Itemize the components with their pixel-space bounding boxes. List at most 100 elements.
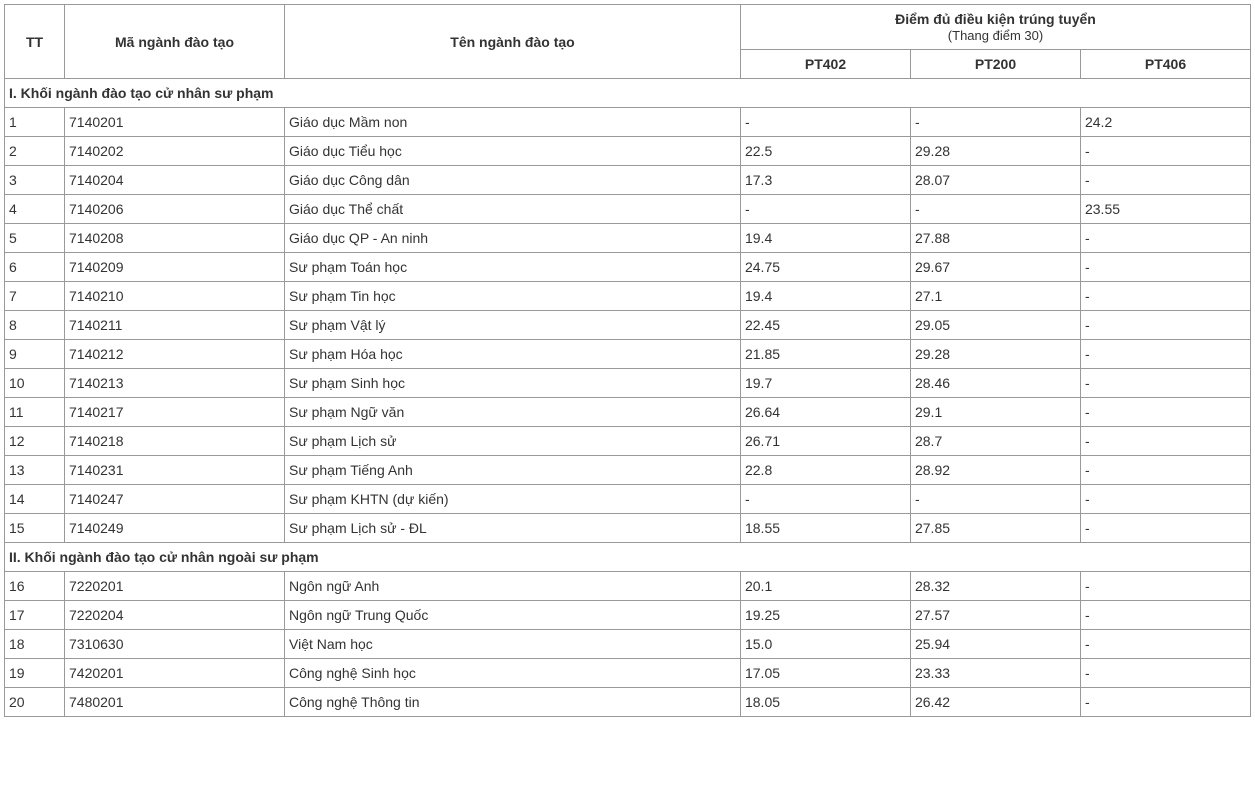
cell-pt200: - [910, 485, 1080, 514]
section-title: II. Khối ngành đào tạo cử nhân ngoài sư … [5, 543, 1251, 572]
cell-code: 7140213 [65, 369, 285, 398]
cell-code: 7140206 [65, 195, 285, 224]
cell-pt402: 18.05 [740, 688, 910, 717]
cell-name: Sư phạm Tin học [285, 282, 741, 311]
cell-tt: 8 [5, 311, 65, 340]
table-row: 117140217Sư phạm Ngữ văn26.6429.1- [5, 398, 1251, 427]
cell-code: 7140204 [65, 166, 285, 195]
cell-pt406: - [1080, 253, 1250, 282]
cell-tt: 15 [5, 514, 65, 543]
cell-pt200: 28.92 [910, 456, 1080, 485]
cell-pt406: - [1080, 311, 1250, 340]
cell-pt402: 15.0 [740, 630, 910, 659]
cell-pt402: 21.85 [740, 340, 910, 369]
cell-name: Sư phạm Toán học [285, 253, 741, 282]
cell-tt: 13 [5, 456, 65, 485]
cell-pt402: 22.5 [740, 137, 910, 166]
table-row: 47140206Giáo dục Thể chất--23.55 [5, 195, 1251, 224]
cell-name: Công nghệ Sinh học [285, 659, 741, 688]
cell-pt200: 29.28 [910, 137, 1080, 166]
cell-pt402: 22.8 [740, 456, 910, 485]
cell-pt406: - [1080, 688, 1250, 717]
cell-pt406: - [1080, 166, 1250, 195]
cell-name: Giáo dục Thể chất [285, 195, 741, 224]
header-pt406: PT406 [1080, 50, 1250, 79]
table-row: 127140218Sư phạm Lịch sử26.7128.7- [5, 427, 1251, 456]
header-tt: TT [5, 5, 65, 79]
table-header: TT Mã ngành đào tạo Tên ngành đào tạo Đi… [5, 5, 1251, 79]
cell-pt402: 17.05 [740, 659, 910, 688]
cell-pt200: - [910, 195, 1080, 224]
cell-pt200: 27.57 [910, 601, 1080, 630]
cell-tt: 5 [5, 224, 65, 253]
table-row: 87140211Sư phạm Vật lý22.4529.05- [5, 311, 1251, 340]
cell-pt200: 27.88 [910, 224, 1080, 253]
table-row: 77140210Sư phạm Tin học19.427.1- [5, 282, 1251, 311]
cell-tt: 10 [5, 369, 65, 398]
cell-pt200: 28.46 [910, 369, 1080, 398]
cell-code: 7140212 [65, 340, 285, 369]
header-name: Tên ngành đào tạo [285, 5, 741, 79]
cell-pt402: 19.4 [740, 282, 910, 311]
cell-pt200: 25.94 [910, 630, 1080, 659]
section-title: I. Khối ngành đào tạo cử nhân sư phạm [5, 79, 1251, 108]
section-header-row: I. Khối ngành đào tạo cử nhân sư phạm [5, 79, 1251, 108]
cell-code: 7140218 [65, 427, 285, 456]
cell-name: Giáo dục Mầm non [285, 108, 741, 137]
cell-code: 7140210 [65, 282, 285, 311]
cell-tt: 1 [5, 108, 65, 137]
header-score-group: Điểm đủ điều kiện trúng tuyển (Thang điể… [740, 5, 1250, 50]
cell-tt: 12 [5, 427, 65, 456]
cell-code: 7140209 [65, 253, 285, 282]
cell-tt: 2 [5, 137, 65, 166]
header-score-scale: (Thang điểm 30) [948, 28, 1043, 43]
cell-name: Sư phạm Lịch sử [285, 427, 741, 456]
cell-tt: 9 [5, 340, 65, 369]
cell-tt: 6 [5, 253, 65, 282]
table-row: 207480201Công nghệ Thông tin18.0526.42- [5, 688, 1251, 717]
cell-pt402: 19.25 [740, 601, 910, 630]
cell-pt406: - [1080, 224, 1250, 253]
cell-pt406: - [1080, 427, 1250, 456]
cell-pt406: - [1080, 369, 1250, 398]
cell-code: 7140249 [65, 514, 285, 543]
cell-pt402: 22.45 [740, 311, 910, 340]
cell-tt: 7 [5, 282, 65, 311]
table-row: 147140247Sư phạm KHTN (dự kiến)--- [5, 485, 1251, 514]
header-pt200: PT200 [910, 50, 1080, 79]
cell-name: Sư phạm Ngữ văn [285, 398, 741, 427]
cell-code: 7420201 [65, 659, 285, 688]
cell-pt200: 29.28 [910, 340, 1080, 369]
header-score-title: Điểm đủ điều kiện trúng tuyển [895, 11, 1096, 27]
cell-tt: 4 [5, 195, 65, 224]
cell-pt200: 28.32 [910, 572, 1080, 601]
cell-name: Công nghệ Thông tin [285, 688, 741, 717]
cell-name: Sư phạm Hóa học [285, 340, 741, 369]
table-row: 57140208Giáo dục QP - An ninh19.427.88- [5, 224, 1251, 253]
cell-pt406: 24.2 [1080, 108, 1250, 137]
cell-tt: 11 [5, 398, 65, 427]
table-row: 37140204Giáo dục Công dân17.328.07- [5, 166, 1251, 195]
cell-pt406: - [1080, 456, 1250, 485]
cell-code: 7310630 [65, 630, 285, 659]
table-row: 167220201Ngôn ngữ Anh20.128.32- [5, 572, 1251, 601]
cell-pt402: 18.55 [740, 514, 910, 543]
cell-pt200: 27.85 [910, 514, 1080, 543]
cell-code: 7140208 [65, 224, 285, 253]
table-row: 107140213Sư phạm Sinh học19.728.46- [5, 369, 1251, 398]
cell-name: Việt Nam học [285, 630, 741, 659]
table-row: 67140209Sư phạm Toán học24.7529.67- [5, 253, 1251, 282]
cell-pt200: 29.67 [910, 253, 1080, 282]
cell-tt: 3 [5, 166, 65, 195]
cell-pt406: - [1080, 398, 1250, 427]
cell-tt: 16 [5, 572, 65, 601]
cell-name: Sư phạm Vật lý [285, 311, 741, 340]
cell-pt406: - [1080, 659, 1250, 688]
cell-pt402: 19.4 [740, 224, 910, 253]
cell-pt402: 19.7 [740, 369, 910, 398]
cell-pt406: - [1080, 630, 1250, 659]
cell-pt402: 17.3 [740, 166, 910, 195]
cell-pt200: 28.07 [910, 166, 1080, 195]
cell-tt: 18 [5, 630, 65, 659]
cell-pt406: - [1080, 514, 1250, 543]
